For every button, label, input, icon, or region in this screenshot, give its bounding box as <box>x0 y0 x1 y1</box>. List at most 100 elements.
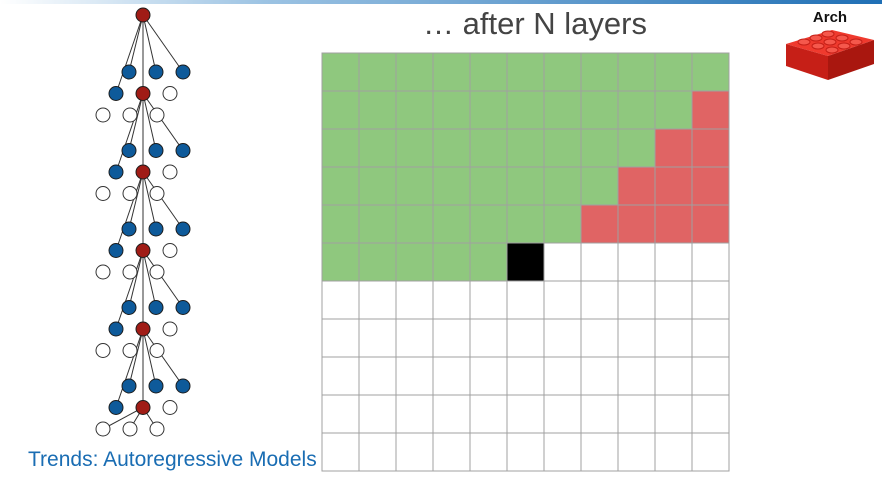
grid-cell-empty <box>691 432 730 472</box>
tree-node-empty <box>122 264 138 280</box>
tree-edge <box>128 250 144 308</box>
tree-node-filled <box>121 378 137 394</box>
footer-text: Trends: Autoregressive Models <box>28 448 317 471</box>
grid-cell-context <box>580 128 619 168</box>
grid-cell-masked <box>654 204 693 244</box>
tree-node-empty <box>95 264 111 280</box>
grid-cell-context <box>432 90 471 130</box>
grid-cell-empty <box>358 432 397 472</box>
grid-cell-empty <box>321 432 360 472</box>
tree-node-filled <box>175 143 191 158</box>
tree-node-empty <box>162 164 178 180</box>
grid-cell-empty <box>506 356 545 396</box>
grid-cell-empty <box>506 432 545 472</box>
tree-edge <box>128 171 144 230</box>
tree-node-current <box>135 86 151 101</box>
grid-cell-empty <box>469 318 508 358</box>
grid-cell-empty <box>691 280 730 320</box>
tree-node-current <box>135 164 151 180</box>
tree-node-filled <box>121 300 137 315</box>
grid-cell-context <box>358 90 397 130</box>
grid-cell-empty <box>432 280 471 320</box>
grid-cell-empty <box>654 356 693 396</box>
tree-edge <box>115 250 144 330</box>
tree-node-empty <box>149 264 165 280</box>
grid-cell-context <box>617 52 656 92</box>
grid-cell-empty <box>321 356 360 396</box>
grid-cell-masked <box>654 128 693 168</box>
grid-cell-context <box>617 90 656 130</box>
grid-cell-context <box>395 90 434 130</box>
tree-edge <box>142 171 157 230</box>
tree-node-empty <box>162 321 178 337</box>
tree-node-empty <box>95 421 111 437</box>
grid-cell-empty <box>654 394 693 434</box>
grid-cell-context <box>358 128 397 168</box>
tree-node-empty <box>122 107 138 123</box>
tree-edge <box>142 250 157 308</box>
grid-cell-empty <box>321 318 360 358</box>
tree-node-filled <box>175 221 191 237</box>
tree-node-filled <box>121 143 137 158</box>
tree-node-filled <box>148 378 164 394</box>
grid-cell-context <box>691 52 730 92</box>
tree-node-empty <box>95 107 111 123</box>
grid-cell-masked <box>691 166 730 206</box>
grid-cell-context <box>506 90 545 130</box>
grid-cell-context <box>321 128 360 168</box>
tree-node-current <box>135 321 151 337</box>
tree-node-empty <box>122 186 138 201</box>
grid-cell-current <box>506 242 545 282</box>
grid-cell-context <box>432 52 471 92</box>
top-accent-bar <box>0 0 882 4</box>
grid-cell-empty <box>321 394 360 434</box>
tree-node-filled <box>148 64 164 80</box>
grid-cell-masked <box>617 166 656 206</box>
grid-cell-context <box>358 242 397 282</box>
grid-cell-empty <box>506 280 545 320</box>
grid-cell-context <box>543 204 582 244</box>
grid-cell-empty <box>432 432 471 472</box>
grid-cell-empty <box>580 280 619 320</box>
grid-cell-empty <box>506 318 545 358</box>
grid-cell-empty <box>691 242 730 282</box>
grid-cell-context <box>358 204 397 244</box>
grid-cell-empty <box>617 356 656 396</box>
tree-node-filled <box>175 300 191 315</box>
grid-cell-empty <box>654 280 693 320</box>
tree-edge <box>128 328 144 387</box>
grid-cell-empty <box>469 432 508 472</box>
grid-cell-empty <box>358 280 397 320</box>
grid-cell-context <box>321 242 360 282</box>
tree-node-filled <box>108 164 124 180</box>
grid-cell-empty <box>321 280 360 320</box>
tree-node-empty <box>149 343 165 358</box>
grid-cell-context <box>321 90 360 130</box>
tree-edge <box>142 171 184 230</box>
tree-node-empty <box>122 343 138 358</box>
tree-node-empty <box>162 243 178 258</box>
grid-cell-empty <box>617 432 656 472</box>
grid-cell-empty <box>506 394 545 434</box>
tree-node-empty <box>149 186 165 201</box>
tree-edge <box>115 93 144 173</box>
grid-cell-context <box>506 52 545 92</box>
tree-edge <box>128 14 144 73</box>
grid-cell-empty <box>617 280 656 320</box>
tree-edge <box>102 407 144 430</box>
tree-edge <box>115 328 144 408</box>
tree-node-filled <box>121 221 137 237</box>
tree-node-empty <box>162 86 178 101</box>
grid-cell-empty <box>654 318 693 358</box>
tree-edge <box>115 14 144 94</box>
tree-node-filled <box>108 243 124 258</box>
tree-edge <box>128 93 144 151</box>
tree-node-empty <box>122 421 138 437</box>
grid-cell-context <box>543 166 582 206</box>
tree-edge <box>115 171 144 251</box>
grid-cell-empty <box>580 432 619 472</box>
grid-cell-context <box>358 52 397 92</box>
grid-cell-context <box>395 204 434 244</box>
grid-cell-empty <box>358 394 397 434</box>
tree-node-filled <box>121 64 137 80</box>
